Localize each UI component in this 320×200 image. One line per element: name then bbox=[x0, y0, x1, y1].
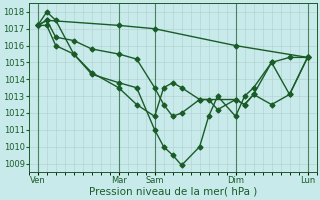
X-axis label: Pression niveau de la mer( hPa ): Pression niveau de la mer( hPa ) bbox=[89, 187, 257, 197]
